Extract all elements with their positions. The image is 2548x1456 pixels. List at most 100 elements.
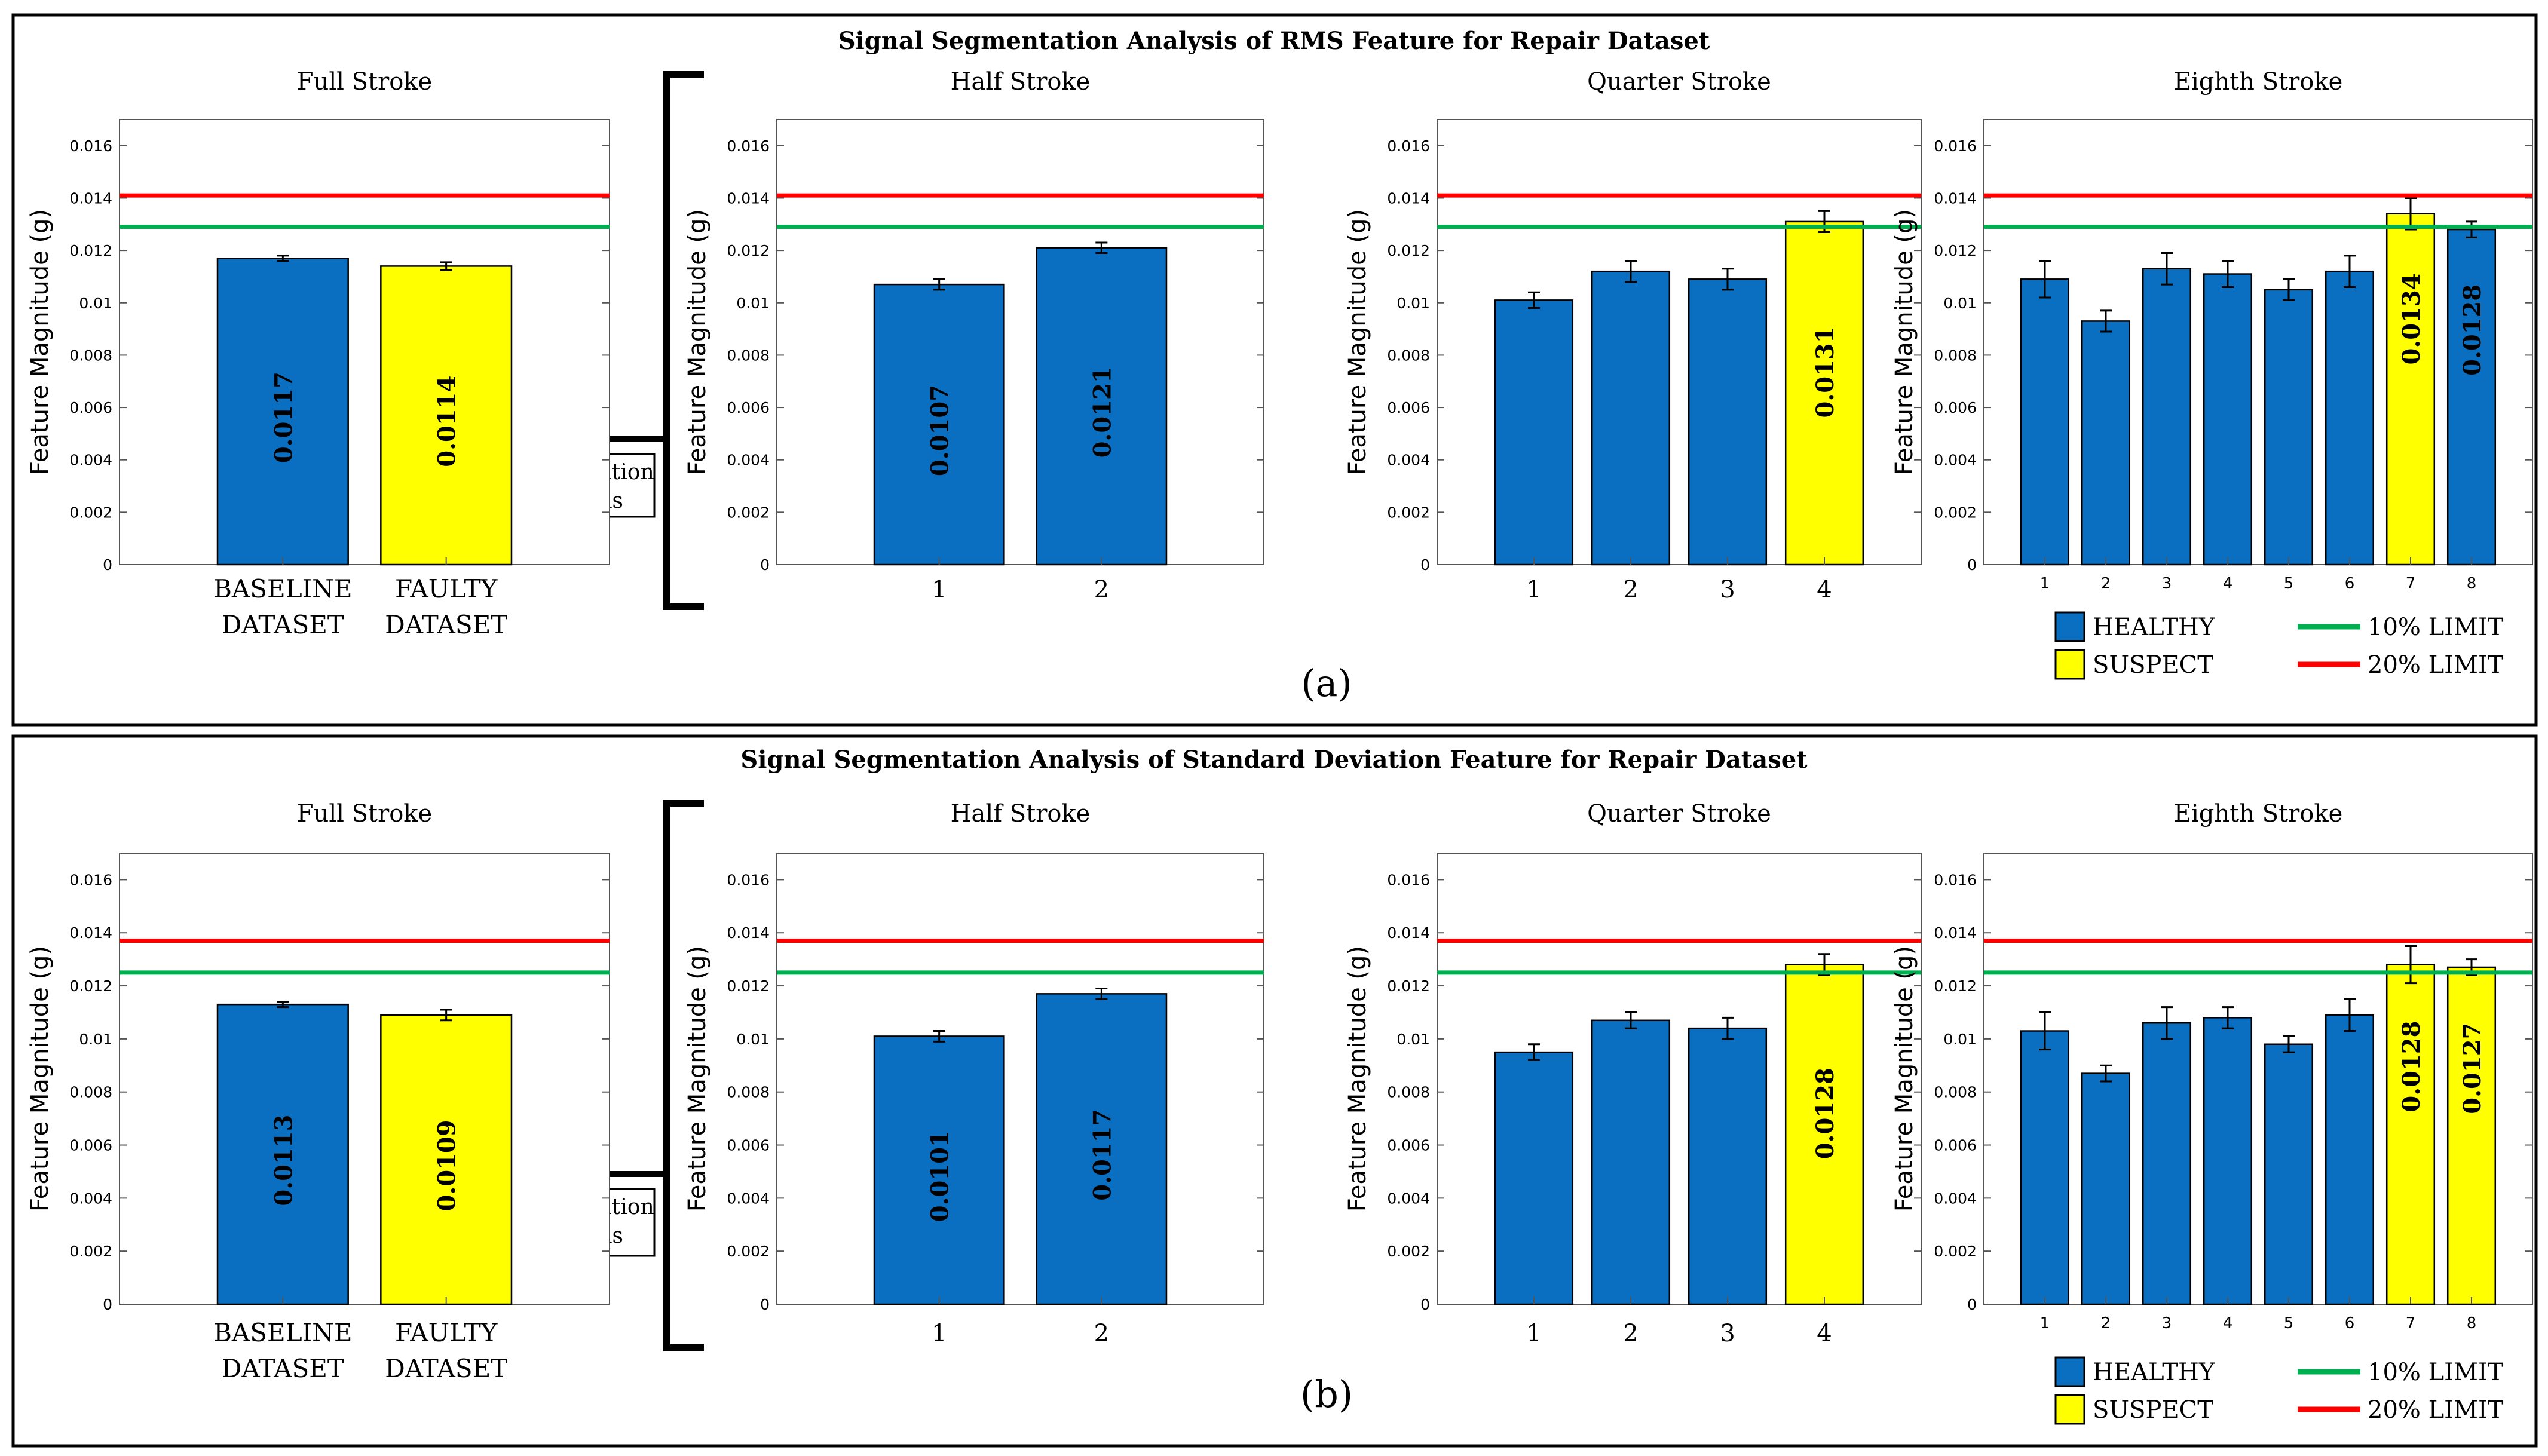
x-tick-label: DATASET <box>222 1354 344 1383</box>
x-tick-label: 4 <box>2223 1314 2233 1332</box>
legend-healthy-label: HEALTHY <box>2093 614 2215 641</box>
y-tick-label: 0.004 <box>69 452 112 469</box>
chart-title: Half Stroke <box>951 68 1091 96</box>
y-tick-label: 0.01 <box>1396 1031 1430 1048</box>
y-tick-label: 0.008 <box>727 1084 770 1101</box>
y-tick-label: 0.01 <box>1396 295 1430 312</box>
bar-healthy <box>2203 1017 2253 1305</box>
data-label: 0.0134 <box>2397 273 2426 364</box>
y-tick-label: 0.012 <box>1934 242 1977 259</box>
plot-area <box>776 853 1264 1305</box>
y-axis-label: Feature Magnitude (g) <box>684 946 711 1212</box>
bar-healthy <box>2203 273 2253 566</box>
bar-healthy <box>1688 278 1768 566</box>
y-tick-label: 0.004 <box>1934 1190 1977 1207</box>
x-tick-label: 8 <box>2467 1314 2477 1332</box>
x-tick-label: 7 <box>2406 1314 2416 1332</box>
y-tick-label: 0.004 <box>1934 452 1977 469</box>
y-tick-label: 0.006 <box>1387 1137 1430 1154</box>
y-tick-label: 0.01 <box>1943 1031 1977 1048</box>
y-tick-label: 0.01 <box>736 295 770 312</box>
y-tick-label: 0.002 <box>727 1243 770 1260</box>
y-tick-label: 0.014 <box>69 924 112 942</box>
bar-healthy <box>1494 299 1574 566</box>
x-tick-label: 8 <box>2467 575 2477 593</box>
y-tick-label: 0.012 <box>69 242 112 259</box>
y-tick-label: 0.016 <box>1387 871 1430 888</box>
bar-healthy <box>2325 1014 2375 1305</box>
y-tick-label: 0.006 <box>1934 399 1977 416</box>
y-tick-label: 0.006 <box>1387 399 1430 416</box>
y-tick-label: 0.008 <box>1387 1084 1430 1101</box>
x-tick-label: 1 <box>932 1320 947 1347</box>
y-tick-label: 0.01 <box>79 295 112 312</box>
legend-limit10-label: 10% LIMIT <box>2368 614 2504 641</box>
legend-suspect-swatch <box>2054 1394 2085 1425</box>
y-tick-label: 0.008 <box>1387 347 1430 364</box>
bar-healthy <box>2142 1022 2192 1305</box>
data-label: 0.0127 <box>2458 1023 2486 1114</box>
x-tick-label: DATASET <box>385 1354 507 1383</box>
bar-healthy <box>2264 289 2314 566</box>
chart-a-half-stroke: Half Stroke 0 0.002 0.004 0.006 0.008 0.01 0.01… <box>684 68 1264 603</box>
y-axis-label: Feature Magnitude (g) <box>684 209 711 475</box>
x-tick-label: 1 <box>2040 575 2050 593</box>
x-tick-label: FAULTY <box>395 1318 498 1347</box>
x-tick-label: BASELINE <box>213 1318 353 1347</box>
x-tick-label: DATASET <box>222 610 344 639</box>
y-tick-label: 0.012 <box>69 977 112 995</box>
panel-label: (b) <box>1300 1372 1353 1416</box>
y-tick-label: 0.01 <box>1943 295 1977 312</box>
bar-healthy <box>2446 228 2497 566</box>
bar-suspect <box>380 1014 513 1305</box>
legend-limit20-label: 20% LIMIT <box>2368 1396 2504 1424</box>
chart-a-full-stroke: Full Stroke 0 0.002 0.004 0.006 0.008 0.01 0.01… <box>26 68 610 639</box>
x-tick-label: BASELINE <box>213 574 353 603</box>
panel-frame <box>11 734 2538 1448</box>
y-tick-label: 0.012 <box>727 242 770 259</box>
bar-healthy <box>2020 278 2070 566</box>
data-label: 0.0117 <box>1088 1109 1116 1201</box>
data-label: 0.0109 <box>433 1120 461 1211</box>
y-tick-label: 0.016 <box>727 871 770 888</box>
bar-healthy <box>873 283 1005 566</box>
x-tick-label: 2 <box>2101 575 2111 593</box>
y-tick-label: 0.01 <box>79 1031 112 1048</box>
y-tick-label: 0.016 <box>727 137 770 155</box>
x-tick-label: 2 <box>1094 576 1109 603</box>
y-tick-label: 0.014 <box>1934 189 1977 207</box>
segmentation-bracket <box>663 800 704 1351</box>
panel-title: Signal Segmentation Analysis of RMS Feat… <box>838 27 1710 55</box>
x-tick-label: 1 <box>2040 1314 2050 1332</box>
y-axis-label: Feature Magnitude (g) <box>26 209 54 475</box>
y-tick-label: 0.014 <box>727 189 770 207</box>
x-tick-label: 1 <box>1526 576 1541 603</box>
y-tick-label: 0.002 <box>1387 1243 1430 1260</box>
y-tick-label: 0.008 <box>69 1084 112 1101</box>
bar-healthy <box>216 1003 349 1305</box>
bar-healthy <box>1036 247 1168 566</box>
y-tick-label: 0.006 <box>727 399 770 416</box>
panel-frame <box>11 13 2538 727</box>
y-tick-label: 0.01 <box>736 1031 770 1048</box>
x-tick-label: DATASET <box>385 610 507 639</box>
chart-a-eighth-stroke: Eighth Stroke 0 0.002 0.004 0.006 0.008 0.01 0.… <box>1891 68 2533 593</box>
chart-title: Eighth Stroke <box>2174 800 2343 827</box>
bar-healthy <box>873 1035 1005 1305</box>
y-tick-label: 0.004 <box>727 452 770 469</box>
y-tick-label: 0.012 <box>727 977 770 995</box>
data-label: 0.0117 <box>270 372 298 463</box>
y-tick-label: 0.016 <box>1934 137 1977 155</box>
chart-b-quarter-stroke: Quarter Stroke 0 0.002 0.004 0.006 0.008 0.01 0… <box>1344 800 1922 1347</box>
data-label: 0.0131 <box>1811 326 1839 418</box>
bar-suspect <box>1784 964 1864 1305</box>
y-axis-label: Feature Magnitude (g) <box>1344 209 1371 475</box>
legend-suspect-label: SUSPECT <box>2093 651 2213 679</box>
bar-healthy <box>1688 1027 1768 1305</box>
chart-title: Full Stroke <box>297 800 432 827</box>
x-tick-label: 2 <box>2101 1314 2111 1332</box>
legend-suspect-label: SUSPECT <box>2093 1396 2213 1424</box>
bar-healthy <box>2081 320 2131 566</box>
bar-suspect <box>2385 964 2436 1305</box>
